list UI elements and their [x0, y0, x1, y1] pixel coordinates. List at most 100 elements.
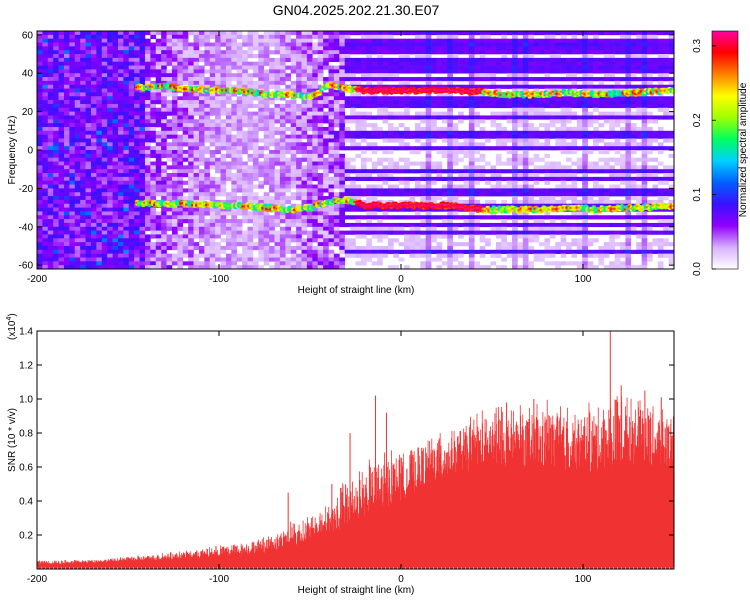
- spectrogram-cell: [215, 242, 221, 247]
- spectrogram-cell: [463, 96, 470, 101]
- spectrogram-cell: [425, 176, 432, 182]
- spectrogram-cell: [215, 161, 221, 166]
- spectrogram-cell: [242, 123, 248, 128]
- spectrogram-cell: [269, 203, 275, 208]
- spectrogram-cell: [123, 92, 130, 97]
- spectrogram-cell: [188, 100, 194, 105]
- spectrogram-cell: [463, 165, 470, 170]
- spectrogram-cell: [150, 245, 157, 251]
- spectrogram-cell: [144, 257, 151, 262]
- spectrogram-cell: [128, 169, 135, 174]
- spectrogram-cell: [123, 222, 130, 228]
- spectrogram-cell: [155, 253, 162, 258]
- spectrogram-cell: [339, 103, 346, 109]
- spectrogram-cell: [204, 100, 211, 105]
- spectrogram-cell: [258, 257, 265, 262]
- spectrogram-cell: [85, 165, 92, 170]
- spectrogram-cell: [495, 176, 502, 182]
- spectrogram-cell: [225, 146, 232, 151]
- spectrogram-cell: [301, 249, 308, 254]
- spectrogram-cell: [447, 184, 453, 189]
- spectrogram-cell: [42, 257, 49, 262]
- spectrogram-cell: [198, 153, 205, 158]
- spectrogram-cell: [69, 261, 76, 266]
- spectrogram-cell: [312, 84, 319, 89]
- spectrogram-cell: [42, 222, 49, 228]
- spectrogram-cell: [285, 107, 292, 112]
- spectrogram-cell: [150, 146, 157, 151]
- spectrogram-cell: [431, 42, 437, 47]
- spectrogram-cell: [366, 176, 372, 182]
- spectrogram-cell: [198, 161, 205, 166]
- spectrogram-cell: [85, 138, 92, 143]
- spectrogram-cell: [522, 65, 529, 70]
- spectrogram-cell: [414, 230, 421, 235]
- spectrogram-cell: [458, 134, 464, 139]
- spectrogram-cell: [333, 115, 340, 120]
- spectrogram-cell: [463, 103, 470, 109]
- spectrogram-cell: [209, 57, 216, 63]
- spectrogram-cell: [139, 265, 146, 269]
- spectrogram-cell: [377, 31, 383, 36]
- spectrogram-cell: [215, 219, 221, 224]
- spectrogram-cell: [198, 215, 205, 220]
- spectrogram-cell: [404, 107, 410, 112]
- spectrogram-cell: [312, 265, 319, 269]
- spectrogram-cell: [296, 123, 302, 128]
- spectrogram-cell: [53, 123, 59, 128]
- spectrogram-cell: [96, 180, 103, 185]
- spectrogram-cell: [463, 146, 470, 151]
- spectrogram-cell: [209, 31, 216, 36]
- spectrogram-cell: [490, 61, 497, 66]
- spectrogram-cell: [404, 184, 410, 189]
- spectrogram-cell: [468, 42, 475, 47]
- spectrogram-cell: [512, 249, 518, 254]
- spectrogram-cell: [404, 265, 410, 269]
- spectrogram-cell: [123, 34, 130, 39]
- spectrogram-cell: [339, 207, 346, 212]
- spectrogram-cell: [447, 38, 453, 43]
- spectrogram-cell: [404, 61, 410, 66]
- spectrogram-cell: [69, 245, 76, 251]
- spectrogram-cell: [306, 180, 313, 185]
- spectrogram-cell: [74, 103, 81, 109]
- spectrogram-cell: [382, 192, 389, 197]
- spectrogram-cell: [150, 169, 157, 174]
- spectrogram-cell: [495, 173, 502, 178]
- spectrogram-cell: [328, 46, 335, 51]
- spectrogram-cell: [96, 165, 103, 170]
- spectrogram-cell: [512, 226, 518, 231]
- spectrogram-cell: [398, 84, 405, 89]
- spectrogram-cell: [252, 222, 259, 228]
- spectrogram-cell: [74, 57, 81, 63]
- spectrogram-cell: [296, 150, 302, 155]
- spectrogram-cell: [436, 115, 443, 120]
- spectrogram-cell: [47, 103, 54, 109]
- spectrogram-cell: [436, 257, 443, 262]
- spectrogram-cell: [447, 130, 453, 135]
- spectrogram-cell: [128, 261, 135, 266]
- spectrogram-cell: [252, 34, 259, 39]
- spectrogram-cell: [458, 234, 464, 239]
- spectrogram-cell: [123, 42, 130, 47]
- spectrogram-cell: [528, 222, 534, 228]
- spectrogram-cell: [112, 96, 119, 101]
- spectrogram-cell: [150, 249, 157, 254]
- spectrogram-cell: [452, 249, 459, 254]
- spectrogram-cell: [474, 169, 480, 174]
- spectrogram-cell: [193, 42, 200, 47]
- spectrogram-cell: [53, 176, 59, 182]
- spectrogram-cell: [198, 50, 205, 55]
- spectrogram-cell: [344, 188, 351, 193]
- spectrogram-cell: [188, 31, 194, 36]
- spectrogram-cell: [517, 96, 524, 101]
- spectrogram-cell: [42, 230, 49, 235]
- spectrogram-cell: [339, 176, 346, 182]
- spectrogram-cell: [63, 176, 70, 182]
- spectrogram-cell: [74, 50, 81, 55]
- spectrogram-cell: [144, 211, 151, 216]
- spectrogram-cell: [350, 165, 356, 170]
- spectrogram-cell: [42, 111, 49, 116]
- spectrogram-cell: [301, 253, 308, 258]
- spectrogram-cell: [382, 111, 389, 116]
